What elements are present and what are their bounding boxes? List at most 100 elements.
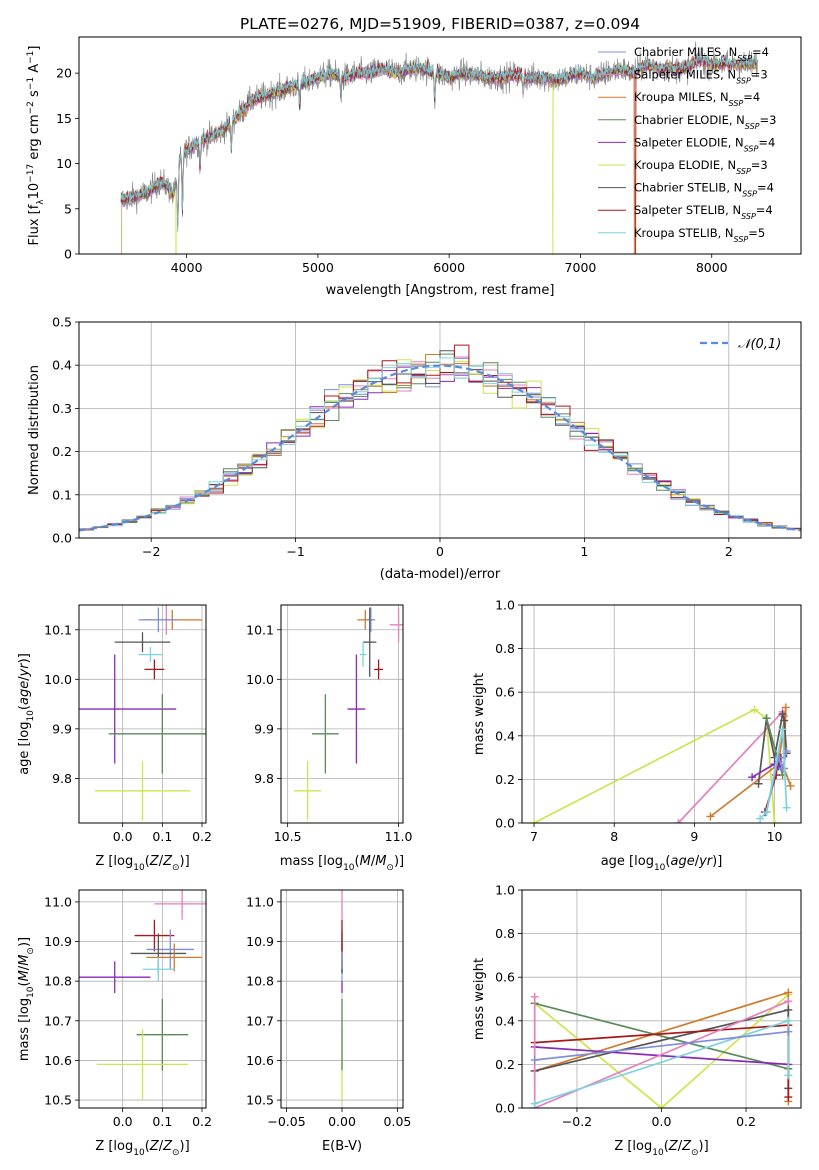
- series-line: [757, 713, 788, 784]
- label-part: ⊙: [172, 1148, 180, 1158]
- x-tick-label: 0.00: [328, 1114, 356, 1129]
- label-part: )]: [699, 1139, 709, 1154]
- x-tick-label: 0: [436, 544, 444, 559]
- label-part: )]: [394, 854, 404, 869]
- axes-frame: [78, 889, 207, 1109]
- series-line: [534, 993, 789, 1108]
- series-line: [533, 708, 776, 823]
- label-part: mass [log: [280, 854, 343, 869]
- data-marker: [784, 1016, 793, 1025]
- label-part: 10: [133, 1148, 145, 1158]
- histogram-step-line: [79, 357, 801, 530]
- figure-title: PLATE=0276, MJD=51909, FIBERID=0387, z=0…: [240, 15, 640, 33]
- data-marker: [784, 988, 793, 997]
- data-marker: [530, 992, 539, 1001]
- y-tick-label: 0.8: [495, 641, 515, 656]
- data-marker: [748, 773, 757, 782]
- label-part: Z [log: [95, 1139, 133, 1154]
- label-part: 10: [27, 183, 42, 200]
- label-part: λ: [36, 199, 46, 205]
- axes-frame: [78, 36, 802, 255]
- legend-text: =4: [752, 45, 769, 59]
- y-tick-label: 0.2: [52, 444, 72, 459]
- legend-subscript: SSP: [744, 144, 759, 153]
- y-tick-label: 0.5: [52, 315, 72, 330]
- axes-z-mass: 0.0 0.1 0.210.510.610.710.810.911.0Z [log1…: [17, 889, 212, 1158]
- legend-subscript: SSP: [729, 99, 744, 108]
- plot-area: [79, 605, 206, 821]
- legend-text: Kroupa MILES, N: [634, 90, 729, 104]
- y-tick-label: 11.0: [44, 894, 72, 909]
- y-axis-label: mass weight: [472, 673, 487, 755]
- x-axis-label: Z [log10(Z/Z⊙)]: [95, 1139, 189, 1158]
- y-tick-label: 0.4: [52, 358, 72, 373]
- y-tick-label: 0.0: [52, 531, 72, 546]
- y-tick-label: 9.8: [52, 771, 72, 786]
- axes-frame: [280, 604, 404, 824]
- data-marker: [784, 1093, 793, 1102]
- data-marker: [784, 1005, 793, 1014]
- data-marker: [530, 1099, 539, 1108]
- x-tick-label: 0.1: [152, 1114, 172, 1129]
- y-tick-label: 10.1: [246, 622, 274, 637]
- y-tick-label: 10.0: [44, 672, 72, 687]
- label-part: yr: [17, 662, 32, 678]
- y-tick-label: 10.8: [246, 974, 274, 989]
- axes-frame: [521, 604, 802, 824]
- legend-entry: Salpeter MILES, NSSP=3: [634, 68, 768, 86]
- data-marker: [530, 1056, 539, 1065]
- data-marker: [781, 703, 790, 712]
- plot-area: [79, 344, 801, 532]
- y-tick-label: 0.2: [495, 772, 515, 787]
- axes-ebv-mass: −0.05 0.00 0.05 10.5 10.6 10.7 10.8 10.9 11.0 E(B…: [246, 889, 411, 1154]
- legend-entry: Salpeter ELODIE, NSSP=4: [634, 135, 775, 153]
- plot-area: [294, 607, 403, 821]
- x-tick-label: 0.2: [192, 1114, 212, 1129]
- x-tick-label: 6000: [433, 260, 465, 275]
- data-marker: [786, 781, 795, 790]
- label-part: Z: [681, 1139, 692, 1154]
- legend-subscript: SSP: [736, 76, 751, 85]
- legend-subscript: SSP: [736, 167, 751, 176]
- label-part: yr: [698, 854, 714, 869]
- x-tick-label: 4000: [171, 260, 203, 275]
- legend-text: Kroupa STELIB, N: [634, 226, 734, 240]
- data-marker: [750, 705, 759, 714]
- x-tick-label: 9: [690, 829, 698, 844]
- legend-text: Kroupa ELODIE, N: [634, 158, 736, 172]
- x-tick-label: 0.0: [652, 1114, 672, 1129]
- x-axis-label: age [log10(age/yr)]: [601, 854, 723, 873]
- y-tick-label: 10.9: [246, 934, 274, 949]
- x-tick-label: 8: [610, 829, 618, 844]
- legend-text: Salpeter STELIB, N: [634, 203, 741, 217]
- y-tick-label: 10.0: [246, 672, 274, 687]
- y-tick-label: 0.0: [495, 1101, 515, 1116]
- x-tick-label: 10: [767, 829, 783, 844]
- legend-text: Salpeter ELODIE, N: [634, 135, 744, 149]
- x-tick-label: 0.2: [736, 1114, 756, 1129]
- label-part: /: [159, 1139, 164, 1154]
- legend-entry: Chabrier MILES, NSSP=4: [634, 45, 769, 63]
- y-tick-label: 15: [56, 111, 72, 126]
- x-tick-label: 10.5: [274, 829, 302, 844]
- label-part: )]: [712, 854, 722, 869]
- label-part: )]: [180, 1139, 190, 1154]
- y-tick-label: 0.3: [52, 401, 72, 416]
- label-part: ]: [27, 46, 42, 51]
- y-tick-label: 20: [56, 66, 72, 81]
- label-part: /: [17, 676, 32, 681]
- data-marker: [530, 819, 539, 823]
- label-part: (: [665, 854, 670, 869]
- series-line: [534, 1002, 789, 1070]
- y-tick-label: 10.6: [44, 1053, 72, 1068]
- y-tick-label: 0.8: [495, 926, 515, 941]
- x-tick-label: 1: [580, 544, 588, 559]
- legend-text: =4: [743, 90, 760, 104]
- label-part: 10: [26, 710, 36, 722]
- legend-text: =3: [751, 158, 768, 172]
- axes-frame: [78, 604, 207, 824]
- legend-subscript: SSP: [741, 212, 756, 221]
- label-part: 10: [26, 986, 36, 998]
- series-line: [759, 729, 788, 820]
